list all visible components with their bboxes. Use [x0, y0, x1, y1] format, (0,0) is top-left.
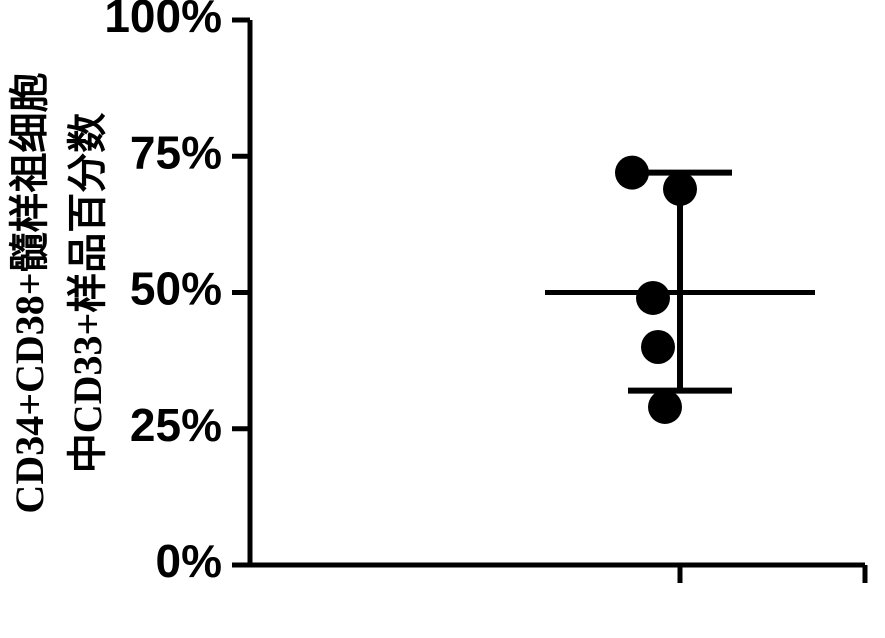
svg-text:100%: 100% [104, 0, 222, 42]
svg-text:25%: 25% [130, 399, 222, 451]
svg-text:50%: 50% [130, 263, 222, 315]
svg-text:0%: 0% [156, 535, 222, 587]
chart-svg: 0% 25% 50% 75% 100% [0, 0, 885, 638]
y-axis-label: CD34+CD38+髓样祖细胞 中CD33+样品百分数 [0, 72, 113, 513]
svg-text:75%: 75% [130, 126, 222, 178]
y-axis-label-line2: 中CD33+样品百分数 [55, 72, 113, 513]
figure: { "chart": { "type": "scatter-boxwhisker… [0, 0, 885, 638]
y-axis-label-line1: CD34+CD38+髓样祖细胞 [0, 72, 55, 513]
